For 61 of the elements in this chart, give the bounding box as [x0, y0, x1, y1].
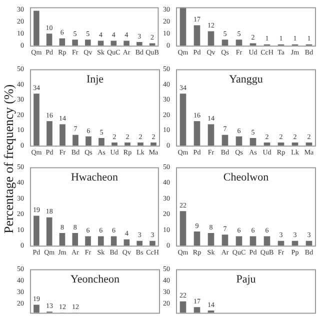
bar [194, 231, 200, 246]
bar [86, 136, 92, 146]
bar [292, 142, 298, 146]
bar [264, 142, 270, 146]
bar [194, 121, 200, 146]
y-axis-title: Percentage of frequency (%) [1, 84, 16, 234]
bar [136, 42, 142, 46]
bar [222, 134, 228, 146]
bar [250, 236, 256, 246]
bar [112, 142, 118, 146]
bar [136, 240, 142, 246]
bar [180, 211, 186, 246]
bar [208, 31, 214, 46]
chart-title: Inje [86, 74, 104, 86]
bar [149, 43, 156, 46]
bar [250, 138, 256, 146]
bar [306, 142, 312, 146]
bar [150, 240, 156, 246]
bar [110, 236, 117, 246]
bar [138, 142, 144, 146]
bar [98, 138, 104, 146]
bar [46, 217, 52, 246]
bar [306, 240, 312, 246]
bar [85, 40, 91, 46]
bar [34, 94, 40, 146]
bar [222, 234, 228, 246]
bar [72, 233, 78, 246]
bar [250, 43, 256, 46]
bar [46, 121, 52, 146]
bar [208, 233, 214, 246]
chart-title: Paju [236, 274, 256, 286]
bar [72, 134, 78, 146]
chart-title: Yeoncheon [70, 274, 120, 286]
bar [46, 34, 52, 46]
bar [278, 240, 284, 246]
bar [60, 124, 66, 146]
bar [85, 236, 91, 246]
bar [236, 40, 242, 46]
bar [59, 233, 66, 246]
bar [236, 236, 242, 246]
bar [124, 239, 130, 246]
chart-title: Hwacheon [70, 172, 118, 184]
bar [264, 236, 270, 246]
bar [236, 136, 242, 146]
bar [98, 236, 104, 246]
bar [222, 40, 228, 46]
bar [292, 240, 298, 246]
bar [124, 40, 130, 46]
bar [208, 124, 214, 146]
chart-title: Cheolwon [223, 172, 270, 184]
bar [34, 10, 40, 46]
bar [59, 38, 66, 46]
bar [72, 40, 78, 46]
bar [180, 7, 186, 46]
bar [34, 216, 40, 246]
chart-title: Yanggu [229, 74, 264, 86]
bar [180, 94, 186, 146]
bar [194, 25, 200, 46]
bar [278, 142, 284, 146]
bar [124, 142, 130, 146]
bar [150, 142, 156, 146]
